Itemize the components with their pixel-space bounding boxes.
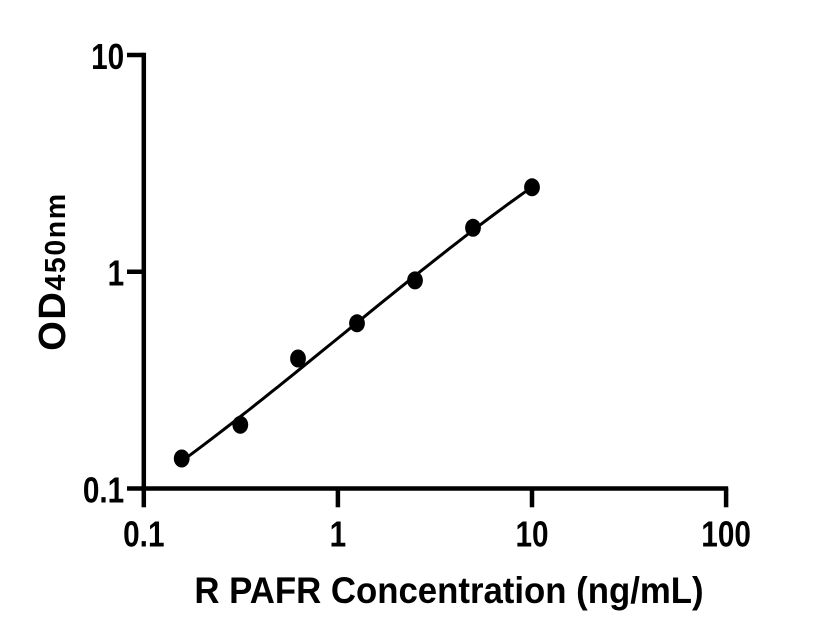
svg-text:1: 1 [330,515,347,555]
svg-text:R PAFR Concentration (ng/mL): R PAFR Concentration (ng/mL) [194,570,703,611]
svg-text:1: 1 [108,254,125,294]
svg-text:0.1: 0.1 [83,471,124,511]
svg-text:0.1: 0.1 [123,515,164,555]
svg-text:10: 10 [91,37,124,77]
svg-text:10: 10 [515,515,548,555]
svg-text:100: 100 [701,515,751,555]
